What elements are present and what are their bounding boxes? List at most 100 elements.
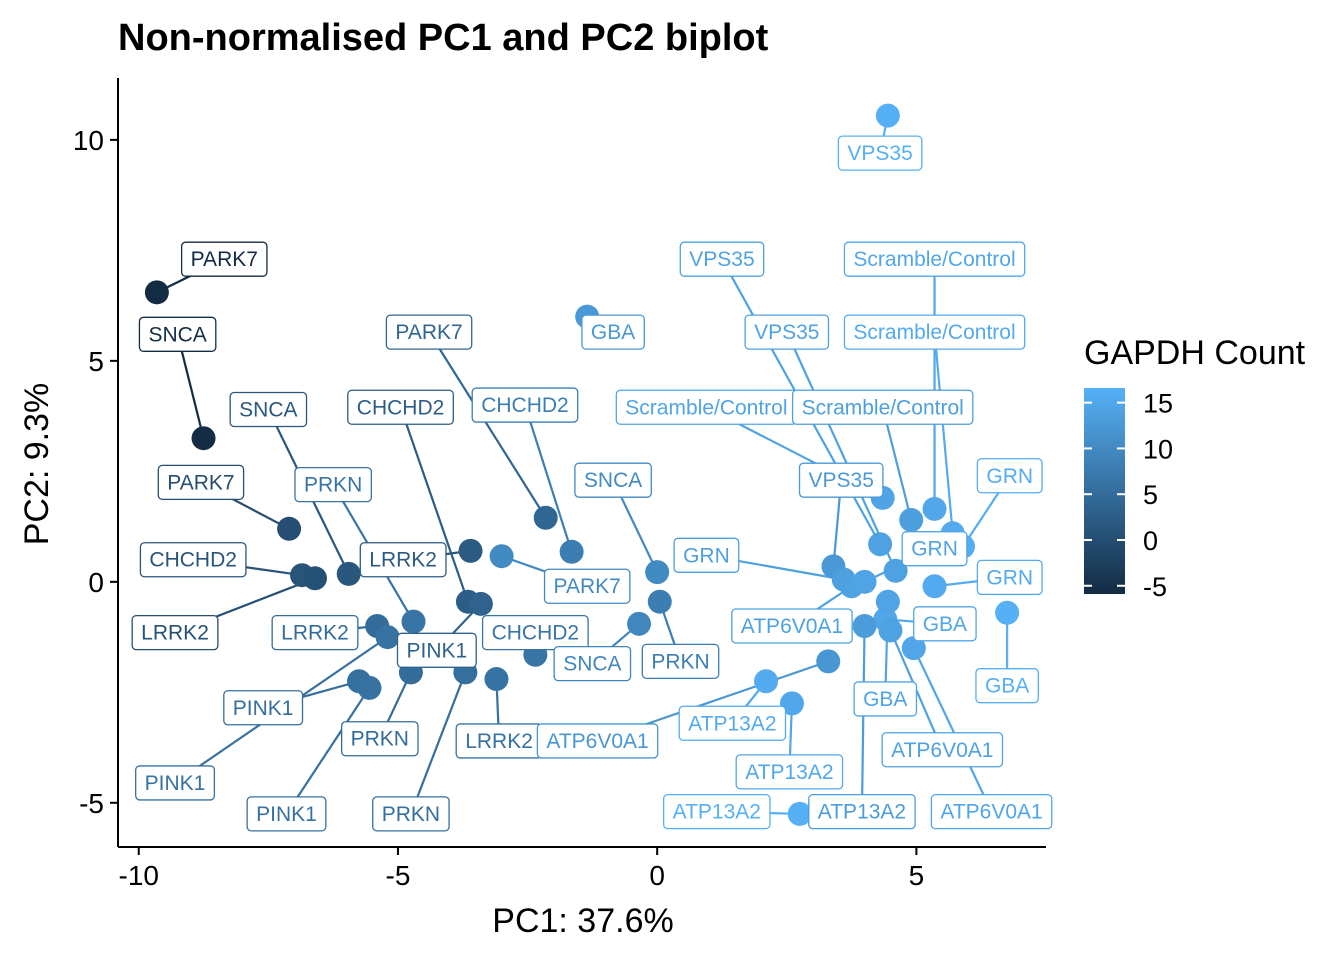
axes: -10 -5 0 5 -5 0 5 10 xyxy=(73,78,1046,891)
point-label: Scramble/Control xyxy=(791,389,974,425)
point-label-box xyxy=(837,135,923,171)
point-label-text: GBA xyxy=(985,675,1029,698)
point-label: CHCHD2 xyxy=(139,542,247,578)
colorbar-tick-label: -5 xyxy=(1143,572,1167,602)
point-label: GRN xyxy=(901,531,968,567)
point-label-box xyxy=(271,615,359,651)
point-label-box xyxy=(471,387,579,423)
point-label: PARK7 xyxy=(180,241,268,277)
point-label-box xyxy=(581,314,645,350)
point-label: GRN xyxy=(976,559,1043,596)
point-label: GBA xyxy=(853,681,918,717)
point-label-text: CHCHD2 xyxy=(492,622,580,645)
point-label: GBA xyxy=(975,668,1039,704)
x-axis-title: PC1: 37.6% xyxy=(492,902,673,940)
point-label: ATP13A2 xyxy=(662,793,771,830)
point-label-text: VPS35 xyxy=(809,469,874,492)
point-label: PRKN xyxy=(372,796,450,832)
point-label-box xyxy=(901,531,968,567)
colorbar xyxy=(1084,388,1125,594)
point-label-box xyxy=(139,542,247,578)
point-labels: VPS35 PARK7 SNCA PARK7 CHCHD2 LRRK2 SNCA LRRK2 P… xyxy=(131,135,1053,832)
data-point xyxy=(852,569,877,594)
connector-line xyxy=(409,672,467,815)
point-label: PRKN xyxy=(294,466,372,503)
point-label-box xyxy=(678,705,787,741)
point-label: PARK7 xyxy=(385,314,473,350)
point-label-box xyxy=(180,241,268,277)
point-label-text: PARK7 xyxy=(395,321,462,344)
connector-line xyxy=(428,331,547,519)
point-label-text: PARK7 xyxy=(191,248,258,271)
point-label-box xyxy=(735,754,844,790)
data-point xyxy=(878,618,903,643)
point-label-box xyxy=(975,668,1039,704)
point-label-text: CHCHD2 xyxy=(481,394,569,417)
point-label-box xyxy=(641,643,720,680)
point-label: LRRK2 xyxy=(131,615,219,651)
data-point xyxy=(922,574,947,599)
data-point xyxy=(191,426,216,451)
point-label: GBA xyxy=(913,606,977,642)
point-label: Scramble/Control xyxy=(843,314,1026,350)
point-label-box xyxy=(843,314,1026,350)
point-label-box xyxy=(543,568,631,604)
connector-line xyxy=(860,626,866,812)
point-label: CHCHD2 xyxy=(481,615,589,651)
point-label-text: Scramble/Control xyxy=(853,248,1015,271)
data-point xyxy=(754,669,779,694)
point-label-box xyxy=(731,608,853,644)
point-label-box xyxy=(138,316,217,352)
point-label: SNCA xyxy=(553,645,632,682)
point-label-box xyxy=(229,391,308,428)
point-label-text: Scramble/Control xyxy=(853,321,1015,344)
point-label-box xyxy=(340,721,419,757)
point-label-text: GBA xyxy=(923,613,967,636)
data-point xyxy=(533,505,558,530)
point-label-text: PINK1 xyxy=(145,772,206,795)
point-label-box xyxy=(976,559,1043,596)
point-label-text: Scramble/Control xyxy=(802,396,964,419)
y-tick-label: -5 xyxy=(79,788,104,819)
data-point xyxy=(468,591,493,616)
point-label-box xyxy=(553,645,632,682)
point-label: PINK1 xyxy=(246,796,327,832)
point-label-box xyxy=(223,690,304,726)
point-label-text: PINK1 xyxy=(233,697,294,720)
point-label-text: PARK7 xyxy=(554,575,621,598)
point-label-box xyxy=(679,241,765,277)
point-label-box xyxy=(791,389,974,425)
point-label: ATP13A2 xyxy=(808,793,916,830)
point-label-text: ATP13A2 xyxy=(688,712,776,735)
connector-line xyxy=(912,647,993,813)
y-tick-label: 10 xyxy=(73,125,104,156)
point-label-text: ATP6V0A1 xyxy=(940,801,1042,824)
point-label-box xyxy=(853,681,918,717)
data-point xyxy=(901,636,926,661)
colorbar-tick-label: 5 xyxy=(1143,480,1158,510)
point-label: VPS35 xyxy=(744,314,830,350)
data-point xyxy=(995,600,1020,625)
y-tick-label: 5 xyxy=(88,346,104,377)
point-label-text: SNCA xyxy=(563,653,621,676)
point-label: ATP6V0A1 xyxy=(536,723,659,759)
point-label-text: CHCHD2 xyxy=(357,396,445,419)
point-label-text: LRRK2 xyxy=(281,622,349,645)
point-label-text: ATP6V0A1 xyxy=(741,615,843,638)
point-label-text: PRKN xyxy=(382,803,440,826)
data-point xyxy=(645,560,670,585)
point-label-text: ATP13A2 xyxy=(673,801,761,824)
data-point xyxy=(484,667,509,692)
data-point xyxy=(875,103,900,128)
point-label: VPS35 xyxy=(798,462,884,498)
point-label-box xyxy=(881,732,1004,768)
point-label-text: ATP6V0A1 xyxy=(891,739,993,762)
point-label-box xyxy=(396,632,477,668)
data-point xyxy=(899,507,924,532)
x-tick-label: -5 xyxy=(386,860,411,891)
point-label-text: GBA xyxy=(863,688,907,711)
point-label-box xyxy=(673,537,740,573)
point-label-box xyxy=(744,314,830,350)
point-label-text: GRN xyxy=(683,544,730,567)
point-label: LRRK2 xyxy=(455,723,543,759)
